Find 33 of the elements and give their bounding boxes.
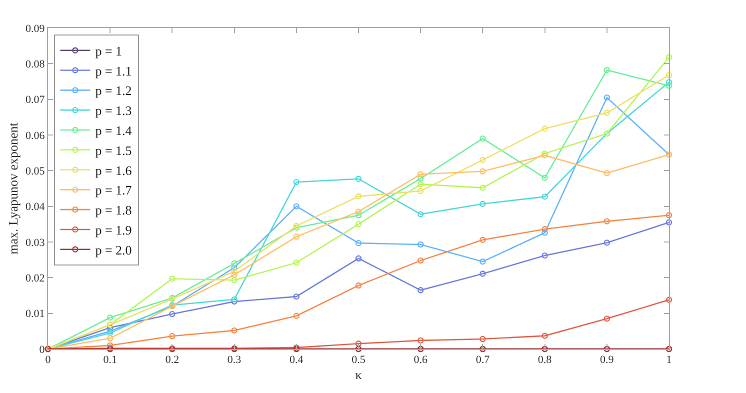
- legend-label: p = 1.7: [95, 182, 132, 198]
- y-tick-label: 0.09: [26, 22, 46, 35]
- x-tick-label: 0.4: [290, 354, 304, 366]
- legend-label: p = 1.1: [95, 63, 132, 78]
- legend-label: p = 1.3: [95, 103, 132, 118]
- y-tick-label: 0.02: [26, 272, 45, 285]
- y-axis-title: max. Lyapunov exponent: [6, 122, 20, 254]
- x-tick-label: 0.9: [600, 354, 614, 366]
- x-tick-label: 0.3: [227, 354, 242, 366]
- y-tick-label: 0.04: [26, 201, 46, 214]
- x-tick-label: 0.1: [103, 354, 117, 366]
- x-tick-label: 1: [666, 354, 672, 366]
- x-tick-label: 0.5: [352, 354, 366, 366]
- y-tick-label: 0.07: [26, 94, 46, 106]
- x-axis-title: κ: [355, 366, 362, 382]
- legend-label: p = 1.2: [95, 83, 132, 98]
- y-tick-label: 0.08: [26, 58, 46, 71]
- y-tick-label: 0.03: [26, 236, 46, 249]
- y-tick-label: 0.06: [26, 130, 46, 142]
- legend-label: p = 1.4: [95, 123, 132, 138]
- legend-label: p = 1: [95, 43, 122, 58]
- x-tick-label: 0.2: [165, 354, 180, 366]
- y-tick-label: 0.01: [26, 308, 45, 320]
- legend-label: p = 2.0: [95, 242, 132, 258]
- legend-label: p = 1.6: [95, 162, 132, 178]
- y-tick-label: 0.05: [26, 166, 46, 178]
- y-tick-label: 0: [39, 344, 46, 356]
- legend-label: p = 1.5: [95, 142, 132, 158]
- legend-label: p = 1.9: [95, 222, 132, 238]
- x-tick-label: 0.8: [538, 354, 552, 366]
- legend-label: p = 1.8: [95, 202, 132, 218]
- x-tick-label: 0.7: [476, 354, 490, 366]
- x-tick-label: 0.6: [414, 354, 428, 366]
